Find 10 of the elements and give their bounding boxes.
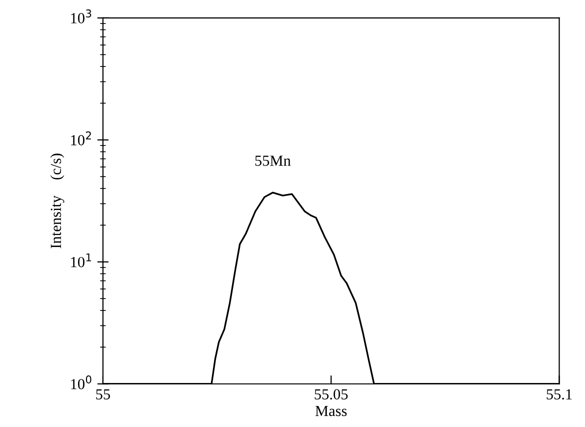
x-tick-label: 55.05 xyxy=(314,389,348,400)
x-axis-title: Mass xyxy=(315,406,347,416)
x-tick-label: 55.1 xyxy=(546,389,572,400)
y-tick-label: 10$^{0}$ xyxy=(71,375,92,390)
annotation: 55Mn xyxy=(255,156,291,166)
y-axis-title: Intensity (c/s) xyxy=(50,154,64,248)
y-tick-label: 10$^{3}$ xyxy=(71,9,92,24)
x-tick-label: 55 xyxy=(96,389,110,400)
y-tick-label: 10$^{1}$ xyxy=(71,253,92,268)
y-tick-label: 10$^{2}$ xyxy=(71,131,91,146)
